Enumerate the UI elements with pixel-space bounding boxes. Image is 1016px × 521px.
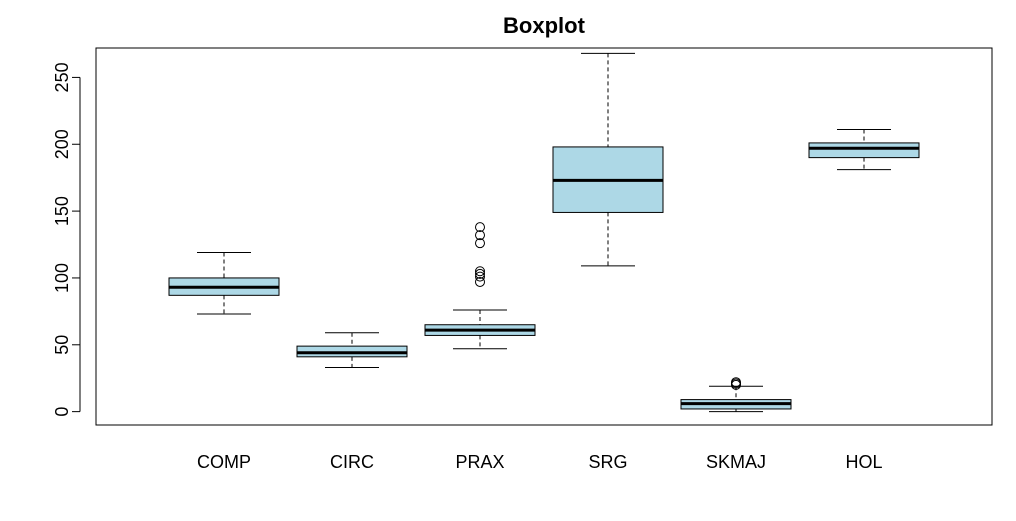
box-prax <box>424 222 536 350</box>
y-tick-label: 50 <box>52 335 72 355</box>
x-tick-label: CIRC <box>330 452 374 472</box>
boxes-layer <box>168 52 920 413</box>
x-tick-label: PRAX <box>455 452 504 472</box>
outlier-point <box>475 271 485 282</box>
outlier-point <box>731 377 741 388</box>
plot-frame <box>95 47 993 426</box>
iqr-box <box>808 142 920 159</box>
outlier-point <box>475 222 485 233</box>
x-tick-label: SRG <box>588 452 627 472</box>
box-skmaj <box>680 377 792 413</box>
chart-title: Boxplot <box>503 13 586 38</box>
x-axis: COMP CIRC PRAX SRG SKMAJ HOL <box>197 452 883 472</box>
y-tick-label: 0 <box>52 407 72 417</box>
outlier-point <box>475 238 485 249</box>
box-hol <box>808 129 920 171</box>
y-tick-label: 150 <box>52 196 72 226</box>
y-tick-label: 200 <box>52 129 72 159</box>
y-tick-label: 100 <box>52 263 72 293</box>
outlier-point <box>475 268 485 279</box>
outlier-point <box>475 266 485 277</box>
x-tick-label: COMP <box>197 452 251 472</box>
y-axis: 0 50 100 150 200 250 <box>52 62 81 417</box>
x-tick-label: HOL <box>845 452 882 472</box>
box-comp <box>168 252 280 315</box>
outlier-point <box>475 230 485 241</box>
x-tick-label: SKMAJ <box>706 452 766 472</box>
outlier-point <box>475 276 485 287</box>
y-tick-label: 250 <box>52 62 72 92</box>
box-circ <box>296 332 408 369</box>
box-srg <box>552 52 664 267</box>
